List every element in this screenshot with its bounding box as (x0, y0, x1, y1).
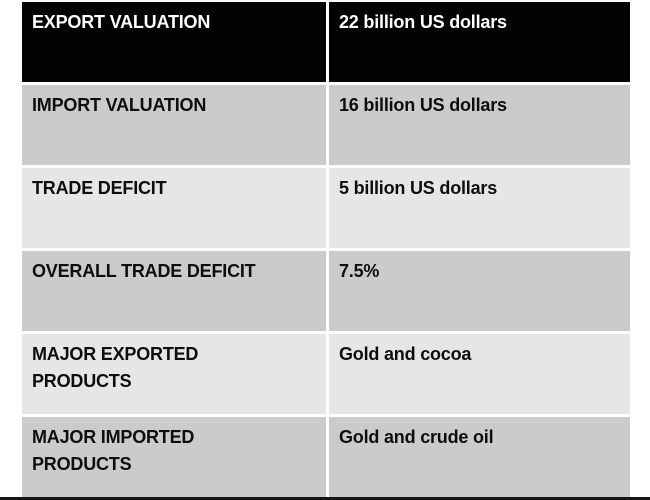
row-label-text: MAJOR EXPORTED PRODUCTS (32, 344, 199, 391)
row-label-text: EXPORT VALUATION (32, 12, 211, 32)
table-row-label-cell: OVERALL TRADE DEFICIT (22, 251, 326, 331)
table-row-value-cell: 16 billion US dollars (329, 85, 630, 165)
table-row-label-cell: MAJOR IMPORTED PRODUCTS (22, 417, 326, 497)
table-row-value-cell: 7.5% (329, 251, 630, 331)
row-value-text: 7.5% (339, 261, 380, 281)
row-label-text: TRADE DEFICIT (32, 178, 167, 198)
row-value-text: 5 billion US dollars (339, 178, 498, 198)
row-label-text: OVERALL TRADE DEFICIT (32, 261, 256, 281)
row-value-text: Gold and cocoa (339, 344, 472, 364)
slide-bottom-edge (0, 497, 650, 500)
table-row-label-cell: IMPORT VALUATION (22, 85, 326, 165)
table-row-label-cell: EXPORT VALUATION (22, 2, 326, 82)
table-row-value-cell: Gold and crude oil (329, 417, 630, 497)
trade-table: EXPORT VALUATION 22 billion US dollars I… (22, 2, 630, 497)
table-row-value-cell: 5 billion US dollars (329, 168, 630, 248)
table-row-label-cell: MAJOR EXPORTED PRODUCTS (22, 334, 326, 414)
row-value-text: Gold and crude oil (339, 427, 494, 447)
row-label-text: MAJOR IMPORTED PRODUCTS (32, 427, 195, 474)
table-row-value-cell: Gold and cocoa (329, 334, 630, 414)
row-label-text: IMPORT VALUATION (32, 95, 207, 115)
row-value-text: 16 billion US dollars (339, 95, 507, 115)
table-row-label-cell: TRADE DEFICIT (22, 168, 326, 248)
row-value-text: 22 billion US dollars (339, 12, 507, 32)
table-row-value-cell: 22 billion US dollars (329, 2, 630, 82)
